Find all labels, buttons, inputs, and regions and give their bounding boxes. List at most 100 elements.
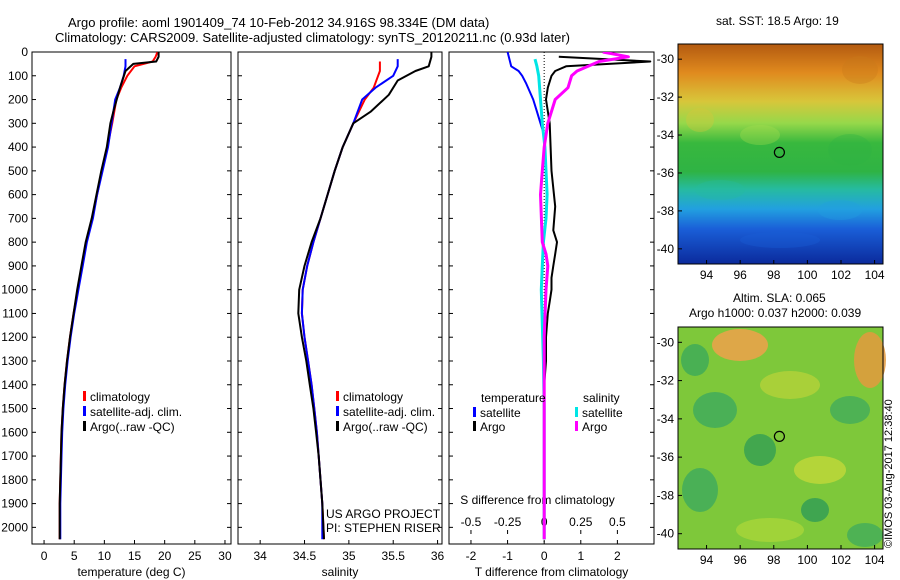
map-x-tick-label: 96 (733, 553, 747, 567)
map-y-tick-label: -40 (657, 242, 675, 256)
map-x-tick-label: 98 (767, 268, 781, 282)
title-line-1: Argo profile: aoml 1901409_74 10-Feb-201… (68, 15, 489, 30)
x-tick-label: 10 (98, 549, 112, 563)
x-tick-label: 35.5 (382, 549, 406, 563)
sst-heatmap-texture (686, 56, 878, 248)
sst-map-panel: sat. SST: 18.5 Argo: 19 94 96 98 100 102 104 -… (657, 14, 885, 282)
salinity-profile-panel: 34 34.5 35 35.5 36 salinity climatologysatelli… (237, 51, 445, 579)
x-tick-label: -2 (466, 549, 477, 563)
x-axis-label: temperature (deg C) (77, 565, 185, 579)
depth-tick-label: 1800 (1, 473, 28, 487)
x-tick-label: 20 (158, 549, 172, 563)
map-x-tick-label: 100 (797, 268, 817, 282)
sla-map-panel: Altim. SLA: 0.065 Argo h1000: 0.037 h200… (657, 291, 886, 567)
depth-tick-label: 700 (8, 211, 28, 225)
legend-swatch (575, 421, 578, 431)
x-tick-label: -1 (502, 549, 513, 563)
depth-tick-label: 1300 (1, 354, 28, 368)
map-x-tick-label: 96 (733, 268, 747, 282)
depth-tick-label: 400 (8, 140, 28, 154)
depth-tick-label: 2000 (1, 520, 28, 534)
sla-heatmap-field (678, 327, 883, 549)
sst-heatmap-field (678, 44, 883, 264)
map-x-tick-label: 104 (865, 268, 885, 282)
depth-tick-label: 1000 (1, 283, 28, 297)
difference-profile-panel: -2 -1 0 1 2 T difference from climatology -0.5… (448, 51, 655, 579)
s-diff-tick-label: 0.5 (609, 515, 626, 529)
sst-map-title: sat. SST: 18.5 Argo: 19 (716, 14, 839, 28)
depth-tick-label: 1600 (1, 425, 28, 439)
map-x-tick-label: 98 (767, 553, 781, 567)
title-line-2: Climatology: CARS2009. Satellite-adjuste… (55, 30, 570, 45)
plot-frame (31, 51, 232, 545)
depth-tick-label: 0 (21, 45, 28, 59)
map-y-tick-label: -40 (657, 527, 675, 541)
map-y-tick-label: -34 (657, 128, 675, 142)
map-y-tick-label: -38 (657, 488, 675, 502)
depth-tick-label: 1500 (1, 402, 28, 416)
legend-label: satellite (480, 406, 521, 420)
map-y-tick-label: -30 (657, 335, 675, 349)
legend-swatch (83, 391, 86, 401)
map-x-tick-label: 94 (700, 268, 714, 282)
depth-tick-label: 100 (8, 69, 28, 83)
depth-tick-label: 200 (8, 93, 28, 107)
project-label: US ARGO PROJECT (326, 507, 441, 521)
depth-tick-label: 600 (8, 188, 28, 202)
map-x-tick-label: 104 (865, 553, 885, 567)
plot-frame (448, 51, 655, 545)
series-temperature-argo (543, 55, 652, 540)
series-temperature-satellite (506, 52, 546, 136)
x-tick-label: 2 (614, 549, 621, 563)
x-axis-label: salinity (322, 565, 359, 579)
x-tick-label: 15 (128, 549, 142, 563)
x-tick-label: 35 (342, 549, 356, 563)
map-y-tick-label: -36 (657, 166, 675, 180)
x-axis-label: T difference from climatology (475, 565, 629, 579)
x-tick-label: 5 (71, 549, 78, 563)
sst-map-axes: 94 96 98 100 102 104 -30 -32 -34 -36 -38 -40 (657, 52, 885, 282)
legend-swatch (473, 407, 476, 417)
legend-label: climatology (90, 390, 150, 404)
legend-swatch (473, 421, 476, 431)
legend-swatch (575, 407, 578, 417)
sst-profile-location-marker (773, 146, 786, 158)
legend-label: satellite (582, 406, 623, 420)
s-diff-axis-label: S difference from climatology (460, 493, 615, 507)
x-tick-label: 1 (577, 549, 584, 563)
map-x-tick-label: 100 (797, 553, 817, 567)
legend-swatch (336, 406, 339, 416)
legend-header: salinity (583, 391, 620, 405)
depth-tick-label: 1200 (1, 330, 28, 344)
legend-swatch (336, 421, 339, 431)
depth-tick-label: 900 (8, 259, 28, 273)
legend-label: satellite-adj. clim. (90, 405, 182, 419)
map-y-tick-label: -32 (657, 374, 675, 388)
legend-label: satellite-adj. clim. (343, 405, 435, 419)
legend-label: Argo(..raw -QC) (90, 420, 175, 434)
x-tick-label: 30 (218, 549, 232, 563)
x-tick-label: 25 (188, 549, 202, 563)
map-y-tick-label: -36 (657, 450, 675, 464)
legend-header: temperature (481, 391, 546, 405)
x-tick-label: 0 (41, 549, 48, 563)
sla-heatmap-texture (681, 329, 886, 547)
sla-profile-location-marker (773, 430, 786, 442)
sla-map-title-line-1: Altim. SLA: 0.065 (733, 291, 826, 305)
map-x-tick-label: 102 (831, 553, 851, 567)
depth-tick-label: 1900 (1, 497, 28, 511)
legend-swatch (83, 406, 86, 416)
series-argo-raw-qc- (297, 52, 433, 540)
series-salinity-argo (539, 52, 630, 540)
sla-map-axes: 94 96 98 100 102 104 -30 -32 -34 -36 -38 -40 (657, 335, 885, 567)
imos-stamp: ©IMOS 03-Aug-2017 12:38:40 (883, 399, 895, 548)
x-tick-label: 0 (541, 549, 548, 563)
map-x-tick-label: 102 (831, 268, 851, 282)
legend-label: climatology (343, 390, 403, 404)
depth-tick-label: 300 (8, 116, 28, 130)
x-tick-label: 34.5 (293, 549, 317, 563)
s-diff-tick-label: 0.25 (569, 515, 593, 529)
legend-label: Argo (480, 420, 506, 434)
depth-tick-label: 800 (8, 235, 28, 249)
